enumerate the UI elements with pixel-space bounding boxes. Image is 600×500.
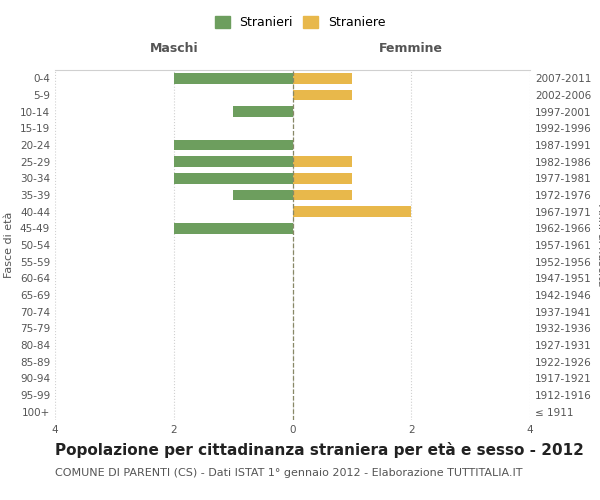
Bar (174, 173, 293, 184)
Text: COMUNE DI PARENTI (CS) - Dati ISTAT 1° gennaio 2012 - Elaborazione TUTTITALIA.IT: COMUNE DI PARENTI (CS) - Dati ISTAT 1° g… (55, 468, 523, 477)
Text: Popolazione per cittadinanza straniera per età e sesso - 2012: Popolazione per cittadinanza straniera p… (55, 442, 584, 458)
Bar (293, 206, 411, 217)
Y-axis label: Anni di nascita: Anni di nascita (595, 204, 600, 286)
Bar (293, 156, 352, 167)
Legend: Stranieri, Straniere: Stranieri, Straniere (209, 11, 391, 34)
Bar (293, 90, 352, 101)
Bar (174, 73, 293, 84)
Bar (174, 223, 293, 234)
Bar (293, 73, 352, 84)
Bar (233, 106, 293, 117)
Text: Femmine: Femmine (379, 42, 443, 55)
Text: Maschi: Maschi (149, 42, 198, 55)
Bar (174, 156, 293, 167)
Bar (233, 190, 293, 200)
Y-axis label: Fasce di età: Fasce di età (4, 212, 14, 278)
Bar (174, 140, 293, 150)
Bar (293, 173, 352, 184)
Bar (293, 190, 352, 200)
